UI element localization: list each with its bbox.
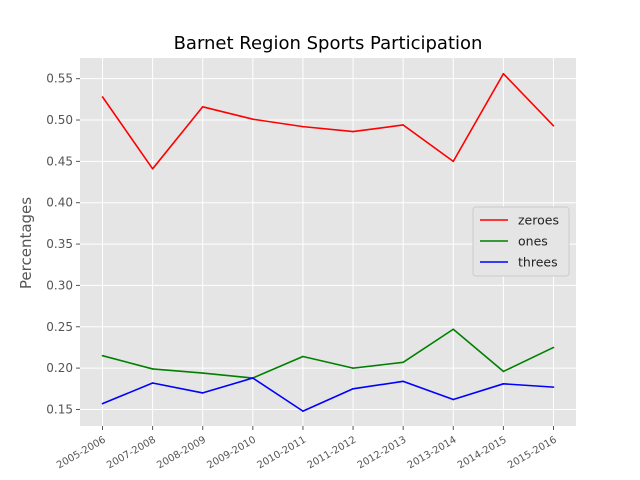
data-point-zeroes: [402, 124, 404, 126]
x-tick-label: 2008-2009: [155, 435, 208, 472]
legend-box: [472, 206, 570, 277]
y-tick-label: 0.40: [46, 196, 73, 210]
data-point-threes: [151, 382, 154, 384]
x-tick-label: 2011-2012: [306, 435, 359, 472]
y-tick-label: 0.30: [46, 278, 73, 292]
data-point-threes: [352, 387, 354, 390]
data-point-zeroes: [201, 105, 204, 108]
x-tick-label: 2013-2014: [406, 435, 459, 472]
y-axis-label: Percentages: [17, 197, 35, 289]
series-line-ones: [102, 328, 554, 379]
data-point-ones: [352, 367, 354, 369]
data-point-zeroes: [502, 72, 505, 75]
data-point-zeroes: [302, 125, 304, 128]
data-point-ones: [552, 346, 555, 349]
legend-label-zeroes: zeroes: [518, 213, 559, 228]
x-tick-label: 2012-2013: [356, 435, 409, 472]
data-point-threes: [402, 380, 404, 383]
y-tick-label: 0.20: [46, 361, 73, 375]
data-point-threes: [302, 410, 304, 412]
data-point-zeroes: [452, 160, 455, 163]
y-tick-label: 0.35: [46, 237, 73, 251]
data-point-zeroes: [151, 168, 154, 170]
data-point-threes: [452, 398, 455, 401]
data-point-threes: [252, 377, 254, 379]
x-tick-label: 2015-2016: [506, 435, 559, 472]
series-line-zeroes: [101, 72, 555, 170]
data-point-ones: [502, 370, 505, 373]
data-point-zeroes: [352, 130, 354, 133]
data-point-ones: [302, 355, 304, 358]
y-tick-label: 0.55: [46, 72, 73, 86]
y-axis: 0.15 0.20 0.25 0.30 0.35 0.40 0.45 0.50 0.55: [46, 72, 80, 416]
data-point-threes: [101, 402, 104, 405]
chart-title: Barnet Region Sports Participation: [174, 33, 483, 54]
x-tick-label: 2005-2006: [55, 435, 108, 472]
data-point-zeroes: [552, 125, 555, 127]
legend-label-threes: threes: [518, 255, 558, 270]
y-tick-label: 0.50: [46, 113, 73, 127]
data-point-threes: [552, 386, 555, 388]
x-tick-label: 2007-2008: [105, 435, 158, 472]
x-tick-label: 2009-2010: [205, 435, 258, 472]
data-point-threes: [201, 392, 204, 394]
data-point-ones: [402, 361, 404, 364]
data-point-zeroes: [101, 96, 104, 98]
data-point-threes: [502, 383, 505, 385]
x-tick-label: 2010-2011: [255, 435, 308, 472]
legend: zeroes ones threes: [472, 206, 570, 277]
legend-label-ones: ones: [518, 234, 548, 249]
x-tick-label: 2014-2015: [456, 435, 509, 472]
y-tick-label: 0.15: [46, 402, 73, 416]
data-point-ones: [101, 354, 104, 357]
x-axis: 2005-20062007-20082008-20092009-20102010…: [55, 426, 559, 471]
data-point-ones: [201, 372, 204, 374]
data-point-ones: [151, 368, 154, 370]
grid: [80, 58, 576, 426]
y-tick-label: 0.25: [46, 320, 73, 334]
data-point-zeroes: [252, 118, 254, 120]
series-line-threes: [102, 377, 554, 412]
data-point-ones: [452, 328, 455, 331]
y-tick-label: 0.45: [46, 154, 73, 168]
series-lines: [101, 72, 555, 412]
